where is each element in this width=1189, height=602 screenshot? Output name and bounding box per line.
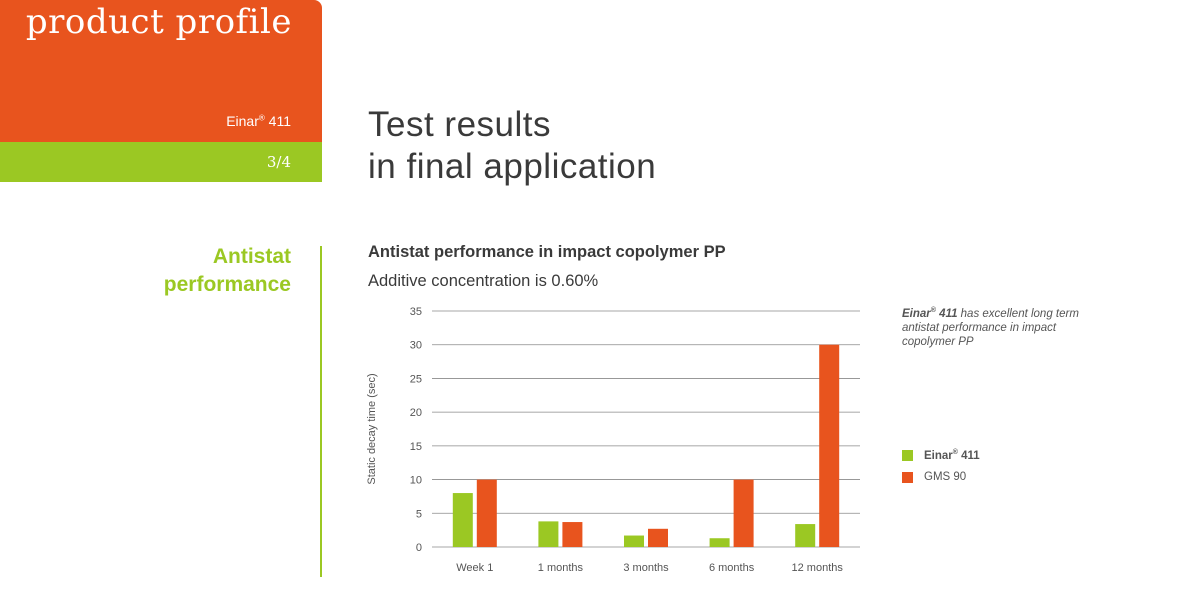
x-tick-label: 1 months bbox=[538, 562, 584, 574]
x-tick-label: 3 months bbox=[623, 562, 669, 574]
bar bbox=[538, 521, 559, 547]
bar bbox=[709, 538, 730, 547]
y-tick-label: 20 bbox=[410, 407, 422, 419]
legend-einar-code: 411 bbox=[957, 449, 980, 462]
y-tick-label: 10 bbox=[410, 475, 422, 487]
legend-einar-name: Einar bbox=[924, 449, 953, 462]
section-heading: Antistat performance bbox=[164, 243, 291, 299]
bar bbox=[795, 524, 816, 547]
section-divider bbox=[320, 246, 322, 577]
page-title-line2: in final application bbox=[368, 147, 657, 186]
annotation-product-name: Einar bbox=[902, 307, 931, 320]
y-axis-label: Static decay time (sec) bbox=[366, 373, 378, 484]
x-tick-label: Week 1 bbox=[456, 562, 493, 574]
y-tick-label: 15 bbox=[410, 441, 422, 453]
bar bbox=[733, 479, 754, 547]
product-code: 411 bbox=[264, 113, 291, 129]
y-tick-label: 0 bbox=[416, 542, 422, 554]
legend-label-gms90: GMS 90 bbox=[924, 471, 967, 483]
chart-title: Antistat performance in impact copolymer… bbox=[368, 243, 726, 261]
header-green-band: 3/4 bbox=[0, 142, 322, 182]
page-number: 3/4 bbox=[266, 153, 291, 171]
legend-swatch-gms90 bbox=[902, 471, 913, 483]
annotation-product-code: 411 bbox=[935, 307, 958, 320]
x-tick-label: 6 months bbox=[709, 562, 755, 574]
header-orange-band: product profile Einar® 411 bbox=[0, 0, 322, 142]
y-tick-label: 30 bbox=[410, 340, 422, 352]
product-name-text: Einar bbox=[226, 113, 259, 129]
legend-label-einar: Einar® 411 bbox=[924, 449, 980, 462]
bar bbox=[562, 522, 583, 547]
bar-chart: 0 5 10 15 20 25 30 35 Static decay time (sec) Wee… bbox=[366, 306, 860, 574]
y-tick-label: 25 bbox=[410, 373, 422, 385]
annotation-product: Einar® 411 bbox=[902, 307, 958, 320]
bar bbox=[648, 528, 668, 547]
chart-annotation: Einar® 411 has excellent long term antis… bbox=[902, 304, 1112, 349]
chart-subtitle: Additive concentration is 0.60% bbox=[368, 272, 599, 290]
y-tick-label: 35 bbox=[410, 306, 422, 318]
product-name: Einar® 411 bbox=[226, 113, 291, 129]
annotation-text: has excellent long term antistat perform… bbox=[902, 307, 1079, 348]
section-heading-line2: performance bbox=[163, 273, 291, 296]
annotation-registered-mark: ® bbox=[930, 307, 936, 314]
page-title: Test results in final application bbox=[368, 104, 656, 188]
bar bbox=[476, 479, 497, 547]
y-tick-label: 5 bbox=[416, 508, 422, 520]
chart-legend: Einar® 411 GMS 90 bbox=[902, 444, 980, 488]
registered-mark: ® bbox=[258, 113, 265, 123]
x-tick-label: 12 months bbox=[792, 562, 844, 574]
legend-item-einar: Einar® 411 bbox=[902, 444, 980, 466]
bar bbox=[452, 493, 473, 547]
legend-einar-reg: ® bbox=[952, 448, 958, 456]
brand-title: product profile bbox=[25, 2, 292, 42]
legend-swatch-einar bbox=[902, 449, 913, 461]
page-title-line1: Test results bbox=[368, 105, 551, 144]
legend-item-gms90: GMS 90 bbox=[902, 466, 980, 488]
bar bbox=[819, 344, 840, 547]
section-heading-line1: Antistat bbox=[212, 245, 291, 268]
bar bbox=[624, 535, 644, 547]
